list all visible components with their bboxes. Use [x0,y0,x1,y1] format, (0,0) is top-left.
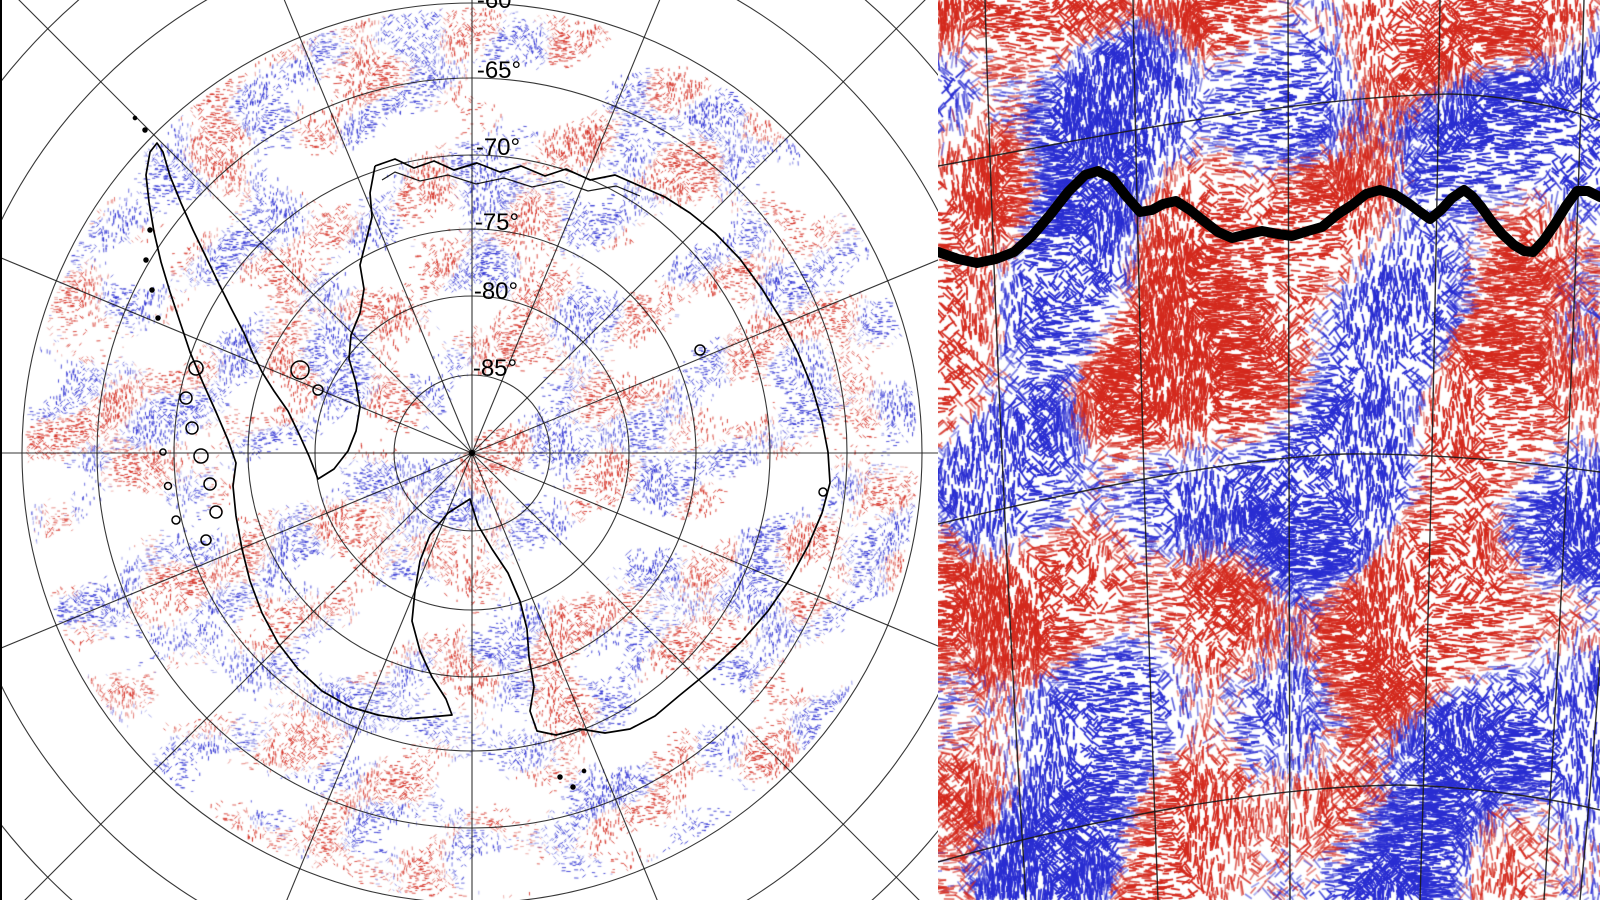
island-blob-10 [147,227,153,233]
meridian-line-2 [471,0,926,454]
graticule-coastline-overlay [0,0,938,900]
island-blob-17 [818,487,828,497]
island-blob-11 [143,257,149,263]
meridian-line-15 [283,0,473,454]
island-blob-7 [171,515,181,525]
meridian-line-10 [24,452,473,900]
meridian-line-5 [471,452,938,647]
grounding-line-thick [938,166,1600,268]
island-blob-3 [193,448,209,464]
zoom-meridian-line-4 [1419,0,1441,900]
island-blob-8 [163,481,173,491]
meridian-line-7 [471,452,658,900]
island-blob-5 [209,505,223,519]
island-blob-9 [159,448,167,456]
graticule-groundingline-overlay [938,0,1600,900]
island-blob-12 [149,287,155,293]
zoom-meridian-line-6 [1579,659,1600,900]
meridian-line-9 [286,452,473,900]
pole-point [468,449,476,457]
antarctica-coastline [145,142,831,736]
island-blob-13 [155,315,161,321]
island-blob-20 [581,768,587,774]
island-blob-22 [312,384,324,396]
antarctica-map-panel: -60° -65° -70° -75° -80° -85° [0,0,938,900]
island-blob-2 [185,421,199,435]
island-blob-16 [694,344,706,356]
vector-anomaly-field-zoom [938,0,1600,900]
island-blob-6 [200,534,212,546]
zoom-meridian-line-5 [1543,0,1585,900]
zoom-meridian-line-3 [1287,0,1291,900]
island-blob-19 [570,784,576,790]
island-blob-18 [557,774,563,780]
zoom-latitude-arc-3 [938,784,1600,863]
plot-frame-left-edge [0,0,2,900]
island-blob-0 [188,360,204,376]
meridian-line-11 [0,452,473,650]
zoom-latitude-arc-1 [938,93,1600,167]
zoom-meridian-line-2 [1132,0,1159,900]
island-blob-4 [203,477,217,491]
meridian-line-3 [471,259,938,454]
island-blob-1 [179,391,193,405]
meridian-line-6 [471,452,920,900]
island-blob-15 [132,115,138,121]
island-blob-21 [290,360,310,380]
zoom-latitude-arc-2 [938,453,1600,525]
island-blob-14 [142,127,148,133]
meridian-line-13 [0,256,473,454]
ice-shelf-front-line [381,171,641,197]
zoom-meridian-line-1 [984,0,1027,900]
zoom-inset-panel [938,0,1600,900]
meridian-line-14 [18,0,473,454]
meridian-line-1 [471,0,661,454]
